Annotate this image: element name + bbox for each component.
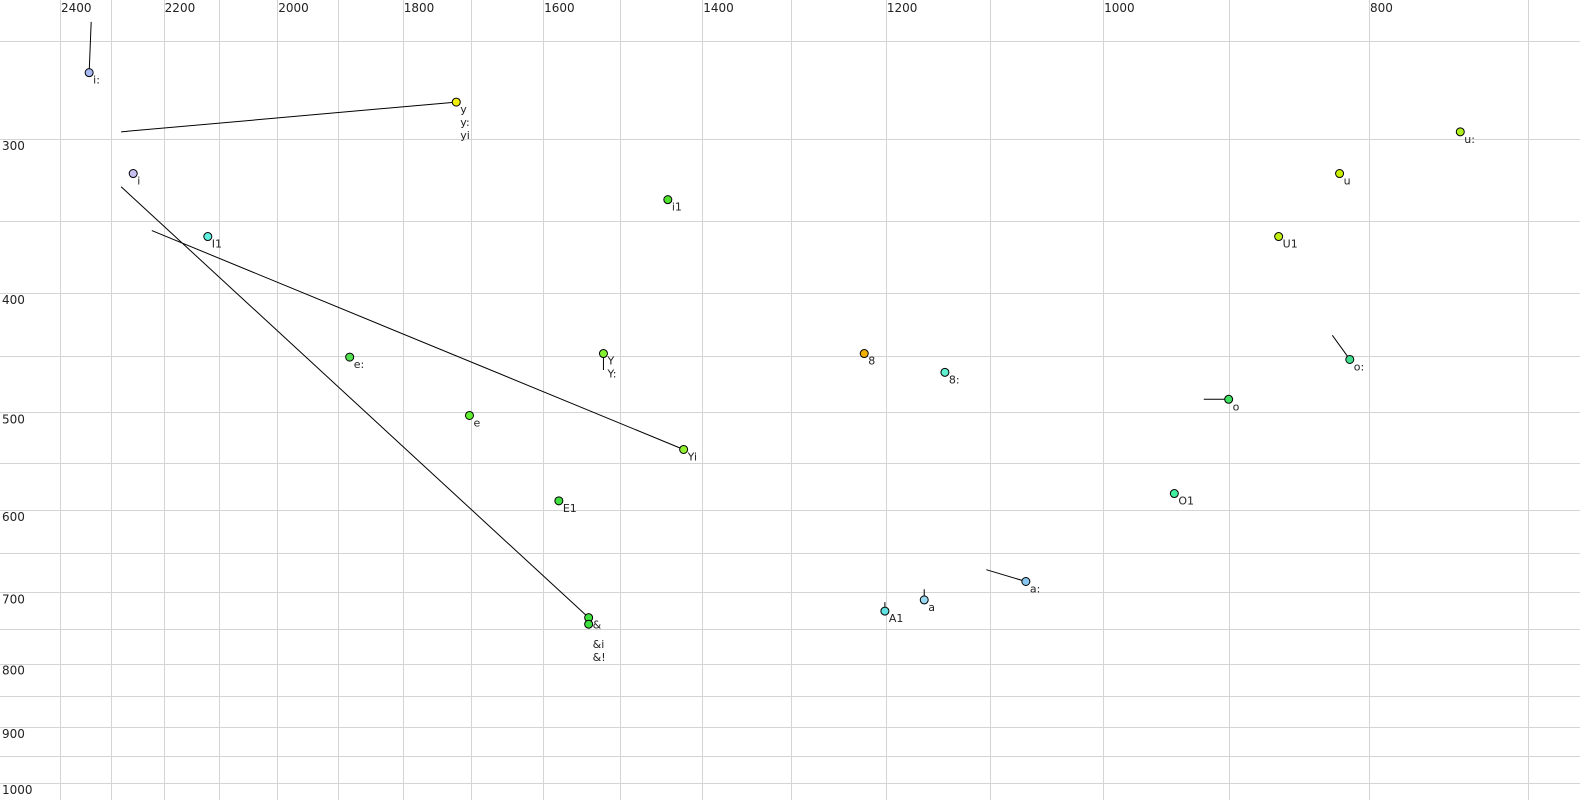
point-label: & — [593, 619, 602, 632]
x-tick-label: 1600 — [544, 1, 575, 15]
point-label: O1 — [1178, 495, 1194, 508]
point-label: Y — [606, 355, 614, 368]
point-label: U1 — [1283, 238, 1298, 251]
y-tick-label: 800 — [2, 664, 25, 678]
x-tick-label: 2200 — [165, 1, 196, 15]
data-point — [859, 349, 869, 359]
data-point — [1169, 489, 1179, 499]
x-tick-label: 800 — [1370, 1, 1393, 15]
point-label: 8 — [868, 355, 875, 368]
x-tick-label: 1400 — [703, 1, 734, 15]
y-tick-label: 600 — [2, 510, 25, 524]
point-label: e — [473, 416, 480, 429]
point-labels: i: yy:yi i I1 i1 e: YY: e Yi E1 & &i&! 8 8: o o: u: u U1 O1… — [93, 74, 1475, 665]
trajectory-line — [120, 186, 589, 619]
data-point — [84, 68, 94, 78]
data-point — [1274, 232, 1284, 242]
point-label: Yi — [687, 450, 697, 463]
data-point — [1021, 576, 1031, 586]
point-label: E1 — [563, 502, 577, 515]
point-label: u — [1344, 175, 1351, 188]
point-label: &! — [593, 651, 606, 664]
x-tick-label: 2000 — [278, 1, 309, 15]
trajectory-line — [986, 569, 1026, 582]
data-point — [554, 496, 564, 506]
point-label: a: — [1030, 582, 1040, 595]
data-point — [940, 367, 950, 377]
point-label: y — [460, 103, 467, 116]
y-tick-label: 500 — [2, 412, 25, 426]
data-point — [128, 169, 138, 179]
x-tick-label: 1800 — [404, 1, 435, 15]
point-label: o — [1233, 400, 1240, 413]
trajectory-line — [151, 230, 684, 450]
x-tick-label: 2400 — [61, 1, 92, 15]
point-label: a — [928, 601, 935, 614]
data-point — [919, 595, 929, 605]
point-label: Y: — [606, 368, 616, 381]
point-label: i: — [93, 74, 100, 87]
point-label: o: — [1354, 360, 1364, 373]
data-point — [464, 410, 474, 420]
point-label: yi — [460, 129, 470, 142]
data-points — [84, 68, 1465, 629]
point-label: u: — [1464, 133, 1475, 146]
data-point — [1335, 169, 1345, 179]
data-point — [345, 352, 355, 362]
point-label: i1 — [672, 201, 682, 214]
data-point — [584, 619, 594, 629]
y-tick-label: 400 — [2, 293, 25, 307]
data-point — [598, 349, 608, 359]
tick-labels: 2400 2200 2000 1800 1600 1400 1200 1000 800 300 40… — [2, 1, 1393, 797]
y-tick-label: 1000 — [2, 783, 33, 797]
data-point — [663, 195, 673, 205]
data-point — [451, 97, 461, 107]
point-label: e: — [354, 358, 364, 371]
data-point — [203, 232, 213, 242]
trajectory-line — [121, 101, 457, 133]
trajectories — [88, 21, 1351, 619]
x-tick-label: 1200 — [887, 1, 918, 15]
point-label: I1 — [212, 238, 222, 251]
trajectory-line — [1331, 335, 1351, 360]
data-point — [880, 606, 890, 616]
point-label: y: — [460, 116, 469, 129]
data-point — [1345, 354, 1355, 364]
data-point — [1455, 127, 1465, 137]
point-label: i — [137, 175, 140, 188]
y-tick-label: 900 — [2, 727, 25, 741]
x-tick-label: 1000 — [1104, 1, 1135, 15]
point-label: A1 — [889, 612, 904, 625]
point-label: &i — [593, 638, 605, 651]
point-label: 8: — [949, 373, 960, 386]
data-point — [679, 444, 689, 454]
y-tick-label: 300 — [2, 139, 25, 153]
data-point — [1224, 394, 1234, 404]
trajectory-line — [88, 21, 92, 73]
y-tick-label: 700 — [2, 592, 25, 606]
